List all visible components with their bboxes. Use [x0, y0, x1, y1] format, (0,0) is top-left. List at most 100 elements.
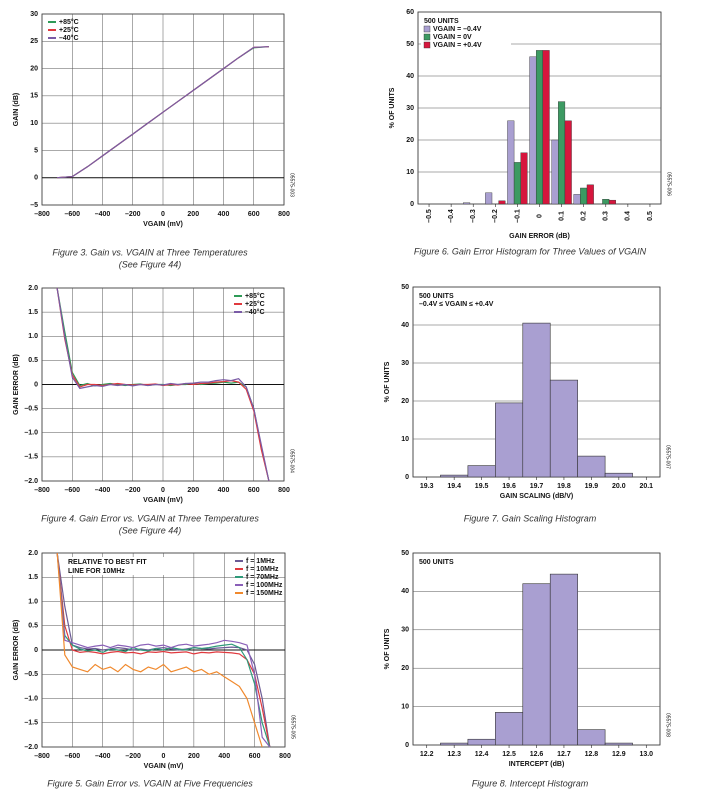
- bar: [467, 465, 496, 478]
- x-tick-label: 200: [187, 211, 199, 218]
- x-tick-label: –400: [95, 211, 111, 218]
- figure-code: 05575-003: [289, 173, 295, 197]
- x-tick-label: 400: [218, 211, 230, 218]
- x-tick-label: 20.0: [612, 483, 626, 490]
- caption: Figure 4. Gain Error vs. VGAIN at Three …: [41, 513, 259, 523]
- x-tick-label: 600: [248, 211, 260, 218]
- bar: [495, 712, 524, 746]
- x-tick-label: 12.3: [447, 751, 461, 758]
- x-axis-label: VGAIN (mV): [143, 221, 183, 228]
- y-tick-label: 1.0: [28, 333, 38, 340]
- x-tick-label: 19.6: [502, 483, 516, 490]
- bar: [498, 200, 506, 205]
- x-tick-label: 0.2: [581, 211, 588, 221]
- x-axis-label: VGAIN (mV): [143, 497, 183, 504]
- x-tick-label: 600: [249, 753, 261, 760]
- bar: [551, 139, 559, 205]
- bar: [440, 474, 469, 478]
- legend-label: +25°C: [59, 26, 79, 34]
- y-tick-label: 40: [401, 588, 409, 595]
- bar: [542, 50, 550, 205]
- x-tick-label: –800: [34, 487, 50, 494]
- bar: [558, 101, 566, 205]
- x-tick-label: 0.5: [647, 211, 654, 221]
- y-tick-label: 0: [34, 381, 38, 388]
- x-tick-label: –0.4: [448, 209, 455, 223]
- bar: [535, 50, 544, 205]
- legend-label: VGAIN = +0.4V: [433, 42, 482, 49]
- x-tick-label: 800: [278, 487, 290, 494]
- bar: [440, 742, 469, 746]
- legend-label: VGAIN = –0.4V: [433, 26, 482, 33]
- y-tick-label: 20: [30, 65, 38, 72]
- x-tick-label: 19.3: [420, 483, 434, 490]
- bar: [549, 379, 578, 478]
- y-tick-label: 0.5: [28, 623, 38, 630]
- caption-note: (See Figure 44): [119, 525, 182, 535]
- bar: [507, 120, 515, 205]
- x-tick-label: 12.6: [530, 751, 544, 758]
- x-tick-label: –0.3: [470, 209, 477, 223]
- y-tick-label: 20: [401, 665, 409, 672]
- bar: [513, 162, 521, 205]
- legend-label: –40°C: [59, 34, 79, 42]
- x-tick-label: –0.1: [514, 209, 521, 223]
- x-tick-label: 0: [536, 214, 543, 218]
- y-axis-label: GAIN ERROR (dB): [13, 620, 20, 681]
- x-tick-label: 19.9: [585, 483, 599, 490]
- y-tick-label: 2.0: [28, 550, 38, 557]
- legend-swatch: [423, 33, 431, 41]
- y-tick-label: 0: [410, 201, 414, 208]
- y-tick-label: 30: [30, 11, 38, 18]
- y-tick-label: 10: [30, 120, 38, 127]
- y-tick-label: 0: [34, 647, 38, 654]
- y-tick-label: 10: [406, 169, 414, 176]
- x-tick-label: 12.9: [612, 751, 626, 758]
- bar: [577, 455, 606, 478]
- x-axis-label: GAIN ERROR (dB): [509, 233, 570, 240]
- x-tick-label: –600: [64, 211, 80, 218]
- legend-box: [416, 556, 506, 568]
- y-tick-label: 60: [406, 9, 414, 16]
- figure-code: 05575-008: [665, 713, 671, 737]
- y-tick-label: 20: [406, 137, 414, 144]
- bar: [520, 152, 528, 205]
- x-tick-label: 0: [162, 753, 166, 760]
- y-tick-label: –0.5: [24, 671, 38, 678]
- chart: 50 40 30 20 10 0 12.2 12.3 12.4 12.5 12.6 12.7 12.8 1…: [384, 550, 671, 789]
- y-axis-label: GAIN (dB): [13, 93, 20, 126]
- y-axis-label: % OF UNITS: [389, 87, 396, 128]
- legend-label: +25°C: [245, 300, 265, 308]
- bar: [495, 402, 524, 478]
- y-axis-label: % OF UNITS: [384, 628, 391, 669]
- x-tick-label: –800: [34, 753, 50, 760]
- x-tick-label: 12.5: [502, 751, 516, 758]
- x-tick-label: 19.7: [530, 483, 544, 490]
- x-axis-label: VGAIN (mV): [144, 763, 184, 770]
- x-axis-label: INTERCEPT (dB): [509, 761, 565, 768]
- bar: [485, 192, 493, 205]
- x-tick-label: –200: [125, 211, 141, 218]
- series-line: [56, 287, 270, 482]
- x-tick-label: 12.4: [475, 751, 489, 758]
- bar: [522, 583, 551, 746]
- x-tick-label: 20.1: [639, 483, 653, 490]
- legend-label: f = 1MHz: [246, 558, 275, 565]
- legend-label: +85°C: [59, 18, 79, 26]
- caption: Figure 7. Gain Scaling Histogram: [464, 513, 597, 523]
- y-tick-label: 0: [405, 474, 409, 481]
- y-axis-label: GAIN ERROR (dB): [13, 354, 20, 415]
- y-tick-label: 25: [30, 38, 38, 45]
- series-line: [56, 552, 271, 748]
- y-tick-label: –1.0: [24, 695, 38, 702]
- x-tick-label: 600: [248, 487, 260, 494]
- legend-swatch: [423, 41, 431, 49]
- legend-label: f = 70MHz: [246, 574, 279, 581]
- series-line: [57, 46, 269, 179]
- x-tick-label: –800: [34, 211, 50, 218]
- bar: [522, 322, 551, 478]
- y-tick-label: 40: [406, 73, 414, 80]
- bar: [573, 194, 581, 205]
- y-tick-label: –2.0: [24, 744, 38, 751]
